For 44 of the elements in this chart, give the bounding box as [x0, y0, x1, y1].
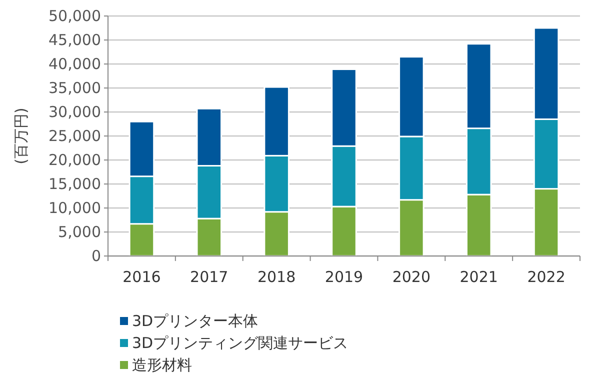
y-tick-label: 15,000	[48, 175, 101, 193]
y-tick-label: 45,000	[48, 31, 101, 49]
y-tick-label: 40,000	[48, 55, 101, 73]
y-tick-label: 10,000	[48, 199, 101, 217]
bar	[128, 223, 155, 257]
bar	[128, 120, 155, 178]
y-tick-label: 30,000	[48, 103, 101, 121]
y-tick-label: 20,000	[48, 151, 101, 169]
bar	[196, 108, 222, 167]
bar	[331, 145, 357, 208]
bar	[533, 118, 560, 190]
y-tick-label: 50,000	[48, 7, 101, 25]
bar	[533, 27, 560, 120]
x-tick-label: 2019	[324, 268, 364, 286]
bar	[466, 43, 492, 130]
bar	[398, 136, 424, 201]
x-tick-label: 2021	[460, 268, 498, 286]
bar	[196, 165, 222, 220]
bar	[398, 199, 424, 257]
x-tick-label: 2020	[392, 268, 431, 286]
y-tick-label: 0	[91, 247, 101, 265]
legend-item: 3Dプリンター本体	[120, 312, 258, 330]
x-tick-label: 2017	[190, 268, 228, 286]
bar	[466, 194, 492, 257]
bar	[264, 154, 290, 213]
bar	[533, 188, 560, 257]
x-tick-label: 2022	[527, 268, 566, 286]
y-axis-title: (百万円)	[12, 108, 30, 164]
bar	[264, 86, 290, 156]
legend-label: 造形材料	[132, 356, 192, 374]
bar	[331, 68, 357, 147]
y-tick-label: 25,000	[48, 127, 101, 145]
bar	[196, 218, 222, 257]
x-tick-label: 2016	[122, 268, 161, 286]
y-tick-label: 5,000	[58, 223, 101, 241]
bar	[466, 128, 492, 196]
bar	[398, 56, 424, 138]
legend-item: 造形材料	[120, 356, 192, 374]
bar	[128, 176, 155, 225]
bar	[264, 211, 290, 257]
legend-item: 3Dプリンティング関連サービス	[120, 334, 348, 352]
bar	[331, 206, 357, 257]
x-tick-label: 2018	[257, 268, 296, 286]
y-tick-label: 35,000	[48, 79, 101, 97]
